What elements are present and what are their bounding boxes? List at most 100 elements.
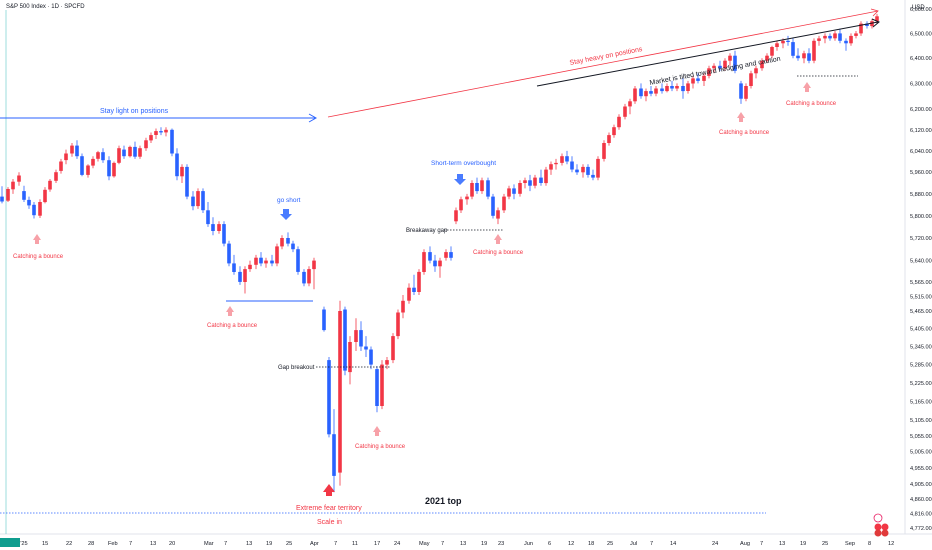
- candle-body: [712, 65, 716, 69]
- candle-body: [728, 55, 732, 61]
- candle-body: [48, 180, 52, 190]
- candle: [343, 306, 347, 376]
- y-tick-label: 6,200.00: [910, 107, 932, 113]
- y-tick-label: 5,800.00: [910, 214, 932, 220]
- candle: [133, 141, 137, 159]
- candle: [396, 309, 400, 340]
- candle-body: [665, 86, 669, 92]
- y-tick-label: 6,400.00: [910, 56, 932, 62]
- candle: [128, 145, 132, 158]
- candle-body: [144, 140, 148, 149]
- candle: [718, 60, 722, 71]
- candle: [422, 249, 426, 275]
- bounce-arrow-icon: [33, 234, 41, 244]
- candle-body: [354, 330, 358, 342]
- candle: [549, 161, 553, 175]
- candle-body: [275, 246, 279, 264]
- y-tick-label: 5,720.00: [910, 236, 932, 242]
- x-tick-label: 12: [888, 541, 894, 547]
- candle-body: [675, 86, 679, 89]
- candle: [375, 366, 379, 413]
- candle-body: [854, 33, 858, 36]
- flag-icon[interactable]: [881, 523, 889, 531]
- candle-body: [391, 336, 395, 361]
- x-tick-label: 7: [441, 541, 444, 547]
- candle: [581, 164, 585, 178]
- x-tick-label: 13: [150, 541, 156, 547]
- candle-body: [739, 83, 743, 99]
- candle: [591, 169, 595, 181]
- candle-body: [539, 177, 543, 183]
- candle: [470, 180, 474, 200]
- flag-icon[interactable]: [881, 529, 889, 537]
- y-tick-label: 5,405.00: [910, 327, 932, 333]
- candle: [660, 83, 664, 94]
- candle-body: [544, 169, 548, 184]
- candle: [702, 73, 706, 86]
- candle-body: [633, 88, 637, 102]
- candle-body: [875, 16, 879, 22]
- candle-body: [412, 287, 416, 292]
- flag-icon[interactable]: [874, 523, 882, 531]
- candle: [528, 174, 532, 192]
- candle-body: [686, 83, 690, 91]
- candle-body: [491, 196, 495, 216]
- candle-body: [833, 33, 837, 39]
- candle: [191, 191, 195, 211]
- candle-body: [296, 249, 300, 272]
- bounce-arrow-icon: [494, 234, 502, 244]
- candle-body: [554, 162, 558, 165]
- candle: [38, 199, 42, 218]
- candle-body: [475, 183, 479, 192]
- candle: [644, 88, 648, 102]
- candle: [686, 80, 690, 94]
- candle: [164, 127, 168, 137]
- candle-body: [17, 175, 21, 182]
- top-2021-label: 2021 top: [425, 496, 462, 506]
- candle-body: [696, 78, 700, 81]
- candle-body: [0, 196, 4, 202]
- candle-body: [175, 153, 179, 177]
- candle: [286, 232, 290, 247]
- candle: [91, 156, 95, 169]
- candle: [412, 274, 416, 295]
- flag-icon[interactable]: [874, 529, 882, 537]
- candle: [733, 50, 737, 74]
- candle-body: [602, 143, 606, 159]
- candle-body: [302, 271, 306, 284]
- candle: [459, 196, 463, 213]
- x-tick-label: 7: [334, 541, 337, 547]
- x-tick-label: 13: [246, 541, 252, 547]
- candle: [607, 132, 611, 146]
- candle: [6, 187, 10, 202]
- y-tick-label: 5,105.00: [910, 418, 932, 424]
- candle: [206, 202, 210, 227]
- candle: [54, 169, 58, 183]
- candle-body: [307, 269, 311, 284]
- candle-body: [286, 238, 290, 244]
- candle: [675, 83, 679, 92]
- candle: [159, 127, 163, 136]
- candle: [17, 172, 21, 186]
- candle: [80, 153, 84, 177]
- candle: [570, 156, 574, 173]
- candle-body: [596, 158, 600, 178]
- x-tick-label: 19: [266, 541, 272, 547]
- candle: [865, 21, 869, 29]
- candle: [327, 357, 331, 438]
- event-icon[interactable]: [873, 513, 883, 523]
- candle-body: [270, 260, 274, 264]
- y-tick-label: 6,500.00: [910, 31, 932, 37]
- candle: [723, 58, 727, 71]
- candle-body: [754, 68, 758, 74]
- y-tick-label: 4,860.00: [910, 497, 932, 503]
- candle-body: [560, 156, 564, 163]
- candle-body: [770, 47, 774, 56]
- candle-body: [733, 55, 737, 71]
- candle-body: [649, 91, 653, 94]
- candle-body: [133, 146, 137, 157]
- candle: [449, 246, 453, 261]
- x-tick-label: May: [419, 541, 430, 547]
- candle-body: [217, 224, 221, 231]
- x-tick-label: 24: [712, 541, 718, 547]
